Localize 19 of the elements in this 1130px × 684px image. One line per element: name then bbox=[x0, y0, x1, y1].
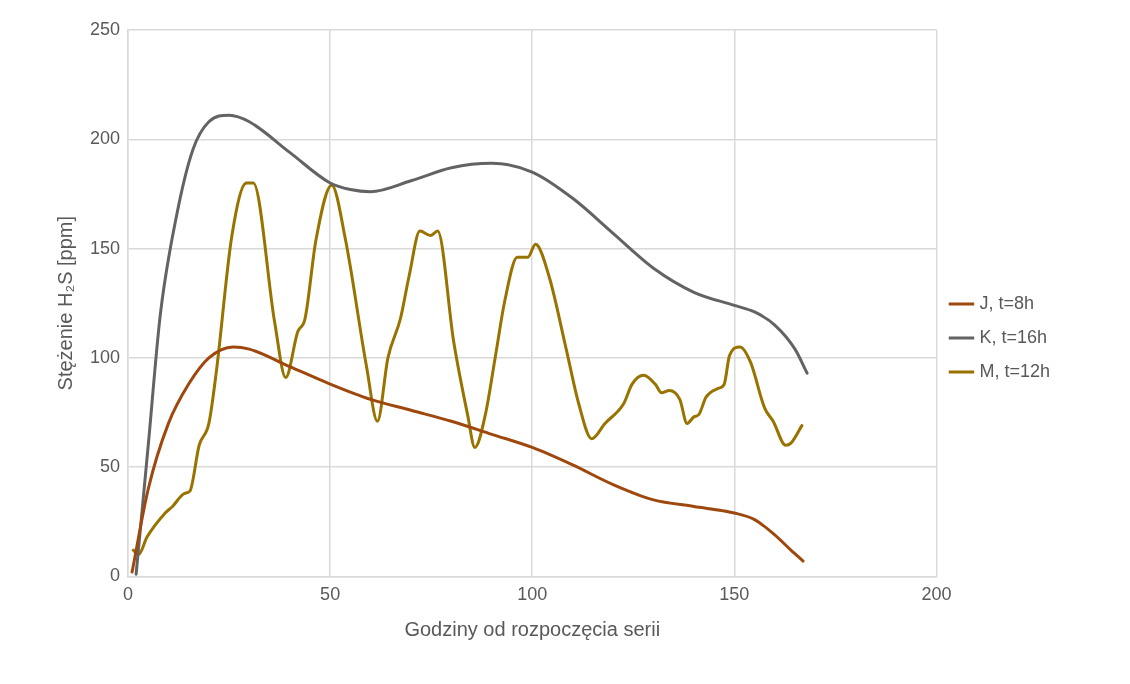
y-axis-title: Stężenie H₂S [ppm] bbox=[53, 215, 76, 391]
y-tick-label: 200 bbox=[89, 128, 121, 149]
legend-label: K, t=16h bbox=[979, 326, 1048, 347]
x-tick-label: 100 bbox=[517, 584, 548, 605]
y-tick-label: 250 bbox=[89, 18, 121, 39]
line-series bbox=[131, 181, 804, 557]
y-tick-label: 100 bbox=[89, 346, 121, 367]
x-axis-title: Godziny od rozpoczęcia serii bbox=[404, 617, 661, 640]
legend-label: J, t=8h bbox=[979, 292, 1035, 313]
x-tick-label: 200 bbox=[921, 584, 952, 605]
line-series bbox=[134, 113, 809, 576]
x-tick-label: 0 bbox=[123, 584, 134, 605]
x-tick-label: 50 bbox=[320, 584, 341, 605]
y-tick-label: 150 bbox=[89, 237, 121, 258]
line-series bbox=[130, 345, 805, 574]
legend-label: M, t=12h bbox=[979, 360, 1051, 381]
x-tick-label: 150 bbox=[719, 584, 750, 605]
y-tick-label: 50 bbox=[100, 456, 121, 477]
y-tick-label: 0 bbox=[110, 565, 121, 586]
